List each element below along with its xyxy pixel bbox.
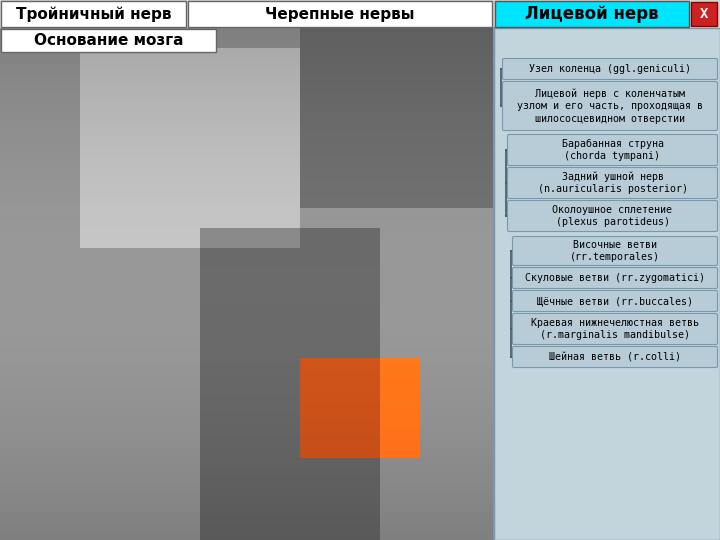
Text: Лицевой нерв с коленчатым
узлом и его часть, проходящая в
шилососцевидном отверс: Лицевой нерв с коленчатым узлом и его ча… [517, 89, 703, 124]
Text: Щёчные ветви (rr.buccales): Щёчные ветви (rr.buccales) [537, 296, 693, 306]
Text: Основание мозга: Основание мозга [34, 33, 184, 48]
FancyBboxPatch shape [513, 267, 718, 288]
Text: Лицевой нерв: Лицевой нерв [525, 5, 659, 23]
FancyBboxPatch shape [1, 29, 216, 52]
FancyBboxPatch shape [0, 0, 720, 28]
FancyBboxPatch shape [503, 58, 718, 79]
FancyBboxPatch shape [508, 200, 718, 232]
FancyBboxPatch shape [503, 82, 718, 131]
Text: Шейная ветвь (r.colli): Шейная ветвь (r.colli) [549, 352, 681, 362]
Text: Черепные нервы: Черепные нервы [265, 6, 415, 22]
FancyBboxPatch shape [691, 2, 717, 26]
FancyBboxPatch shape [508, 167, 718, 199]
Text: Краевая нижнечелюстная ветвь
(r.marginalis mandibulse): Краевая нижнечелюстная ветвь (r.marginal… [531, 318, 699, 340]
Text: Барабанная струна
(chorda tympani): Барабанная струна (chorda tympani) [562, 139, 664, 161]
Text: Узел коленца (ggl.geniculi): Узел коленца (ggl.geniculi) [529, 64, 691, 74]
Text: Задний ушной нерв
(n.auricularis posterior): Задний ушной нерв (n.auricularis posteri… [538, 172, 688, 194]
FancyBboxPatch shape [508, 134, 718, 165]
FancyBboxPatch shape [495, 1, 689, 27]
FancyBboxPatch shape [1, 1, 186, 27]
Text: X: X [700, 7, 708, 21]
Text: Височные ветви
(rr.temporales): Височные ветви (rr.temporales) [570, 240, 660, 262]
FancyBboxPatch shape [513, 347, 718, 368]
Text: Околоушное сплетение
(plexus parotideus): Околоушное сплетение (plexus parotideus) [552, 205, 672, 227]
Text: Скуловые ветви (rr.zygomatici): Скуловые ветви (rr.zygomatici) [525, 273, 705, 283]
FancyBboxPatch shape [513, 291, 718, 312]
FancyBboxPatch shape [188, 1, 492, 27]
Text: Тройничный нерв: Тройничный нерв [16, 6, 171, 22]
FancyBboxPatch shape [494, 28, 720, 540]
FancyBboxPatch shape [513, 237, 718, 266]
FancyBboxPatch shape [513, 314, 718, 345]
